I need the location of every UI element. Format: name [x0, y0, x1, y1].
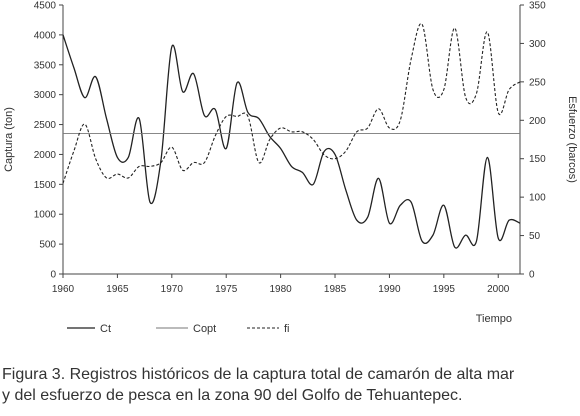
caption-line-2: y del esfuerzo de pesca en la zona 90 de… — [2, 387, 463, 404]
legend-label-copt: Copt — [193, 323, 216, 335]
y-axis-left-label: Captura (ton) — [3, 107, 15, 172]
y-right-tick-label: 250 — [529, 77, 546, 88]
y-left-tick-label: 4000 — [34, 30, 57, 41]
y-left-tick-label: 3000 — [34, 90, 57, 101]
x-tick-label: 1960 — [52, 284, 75, 295]
y-left-tick-label: 500 — [39, 240, 56, 251]
x-tick-label: 2000 — [487, 284, 510, 295]
x-tick-label: 1970 — [161, 284, 184, 295]
y-right-tick-label: 350 — [529, 1, 546, 12]
y-right-tick-label: 300 — [529, 39, 546, 50]
caption-line-1: Figura 3. Registros históricos de la cap… — [2, 366, 515, 383]
y-left-tick-label: 1500 — [34, 180, 57, 191]
axes-layer: 0 500 1000 1500 2000 2500 3000 3500 4000 4500 0 50 1… — [34, 1, 546, 296]
y-left-tick-label: 3500 — [34, 60, 57, 71]
chart: 0 500 1000 1500 2000 2500 3000 3500 4000 4500 0 50 1… — [3, 1, 578, 336]
legend: Ct Copt fi — [67, 323, 290, 335]
series-line-fi — [62, 23, 521, 184]
x-tick-label: 1965 — [106, 284, 129, 295]
y-left-tick-label: 2000 — [34, 150, 57, 161]
y-right-tick-label: 150 — [529, 154, 546, 165]
x-tick-label: 1995 — [433, 284, 456, 295]
legend-label-ct: Ct — [100, 323, 111, 335]
y-right-tick-label: 0 — [529, 270, 535, 281]
y-left-tick-label: 4500 — [34, 1, 57, 12]
y-right-tick-label: 200 — [529, 116, 546, 127]
x-tick-label: 1985 — [324, 284, 347, 295]
x-tick-label: 1980 — [269, 284, 292, 295]
y-axis-right-label: Esfuerzo (barcos) — [566, 96, 578, 183]
y-right-tick-label: 50 — [529, 231, 541, 242]
series-line-ct — [62, 34, 521, 249]
legend-label-fi: fi — [284, 323, 290, 335]
figure-caption: Figura 3. Registros históricos de la cap… — [2, 364, 580, 406]
label-layer: Captura (ton) Esfuerzo (barcos) Tiempo — [3, 96, 578, 325]
y-left-tick-label: 1000 — [34, 210, 57, 221]
x-axis-label: Tiempo — [476, 313, 512, 325]
y-left-tick-label: 2500 — [34, 120, 57, 131]
y-right-tick-label: 100 — [529, 193, 546, 204]
x-tick-label: 1975 — [215, 284, 238, 295]
x-tick-label: 1990 — [378, 284, 401, 295]
y-left-tick-label: 0 — [50, 270, 56, 281]
series-layer — [62, 23, 521, 249]
